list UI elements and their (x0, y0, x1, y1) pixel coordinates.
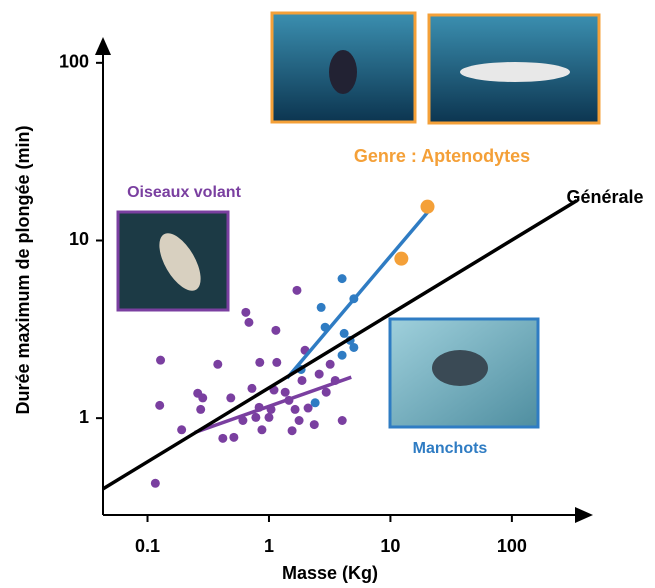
point (309, 420, 319, 430)
y-axis-title: Durée maximum de plongée (min) (13, 125, 33, 414)
point (257, 425, 267, 435)
point (198, 393, 208, 403)
y-tick-label: 1 (79, 407, 89, 427)
fit-line (102, 198, 578, 491)
point (241, 307, 251, 317)
point (337, 415, 347, 425)
fit-line (194, 375, 352, 435)
series-label: Genre : Aptenodytes (354, 146, 530, 166)
point (325, 359, 335, 369)
x-tick-label: 100 (497, 536, 527, 556)
point (218, 433, 228, 443)
point (244, 317, 254, 327)
point (287, 426, 297, 436)
point (271, 325, 281, 335)
point (213, 359, 223, 369)
series-label: Générale (566, 187, 643, 207)
point (177, 425, 187, 435)
point (294, 415, 304, 425)
point (303, 403, 313, 413)
point (196, 404, 206, 414)
point (247, 383, 257, 393)
point (420, 199, 435, 214)
point (229, 432, 239, 442)
point (349, 342, 359, 352)
point (321, 387, 331, 397)
y-tick-label: 10 (69, 229, 89, 249)
series-label: Manchots (413, 440, 488, 457)
point (320, 322, 330, 332)
point (337, 350, 347, 360)
point (297, 375, 307, 385)
point (255, 357, 265, 367)
x-tick-label: 1 (264, 536, 274, 556)
photo-subject (329, 50, 357, 94)
point (337, 274, 347, 284)
photo-subject (460, 62, 570, 82)
point (290, 404, 300, 414)
x-tick-label: 10 (380, 536, 400, 556)
point (150, 478, 160, 488)
fit-line (285, 211, 429, 380)
x-axis-title: Masse (Kg) (282, 563, 378, 583)
photo-subject (159, 233, 201, 291)
point (394, 251, 409, 266)
series-label: Oiseaux volant (127, 184, 241, 201)
point (284, 395, 294, 405)
point (349, 294, 359, 304)
point (330, 375, 340, 385)
point (251, 412, 261, 422)
x-tick-label: 0.1 (135, 536, 160, 556)
point (266, 404, 276, 414)
point (226, 393, 236, 403)
photo-subject (432, 350, 488, 386)
y-tick-label: 100 (59, 52, 89, 72)
point (310, 398, 320, 408)
point (155, 400, 165, 410)
point (314, 369, 324, 379)
point (316, 302, 326, 312)
point (292, 285, 302, 295)
point (272, 357, 282, 367)
point (156, 355, 166, 365)
point (238, 415, 248, 425)
point (280, 387, 290, 397)
point (254, 402, 264, 412)
point (339, 328, 349, 338)
point (264, 412, 274, 422)
